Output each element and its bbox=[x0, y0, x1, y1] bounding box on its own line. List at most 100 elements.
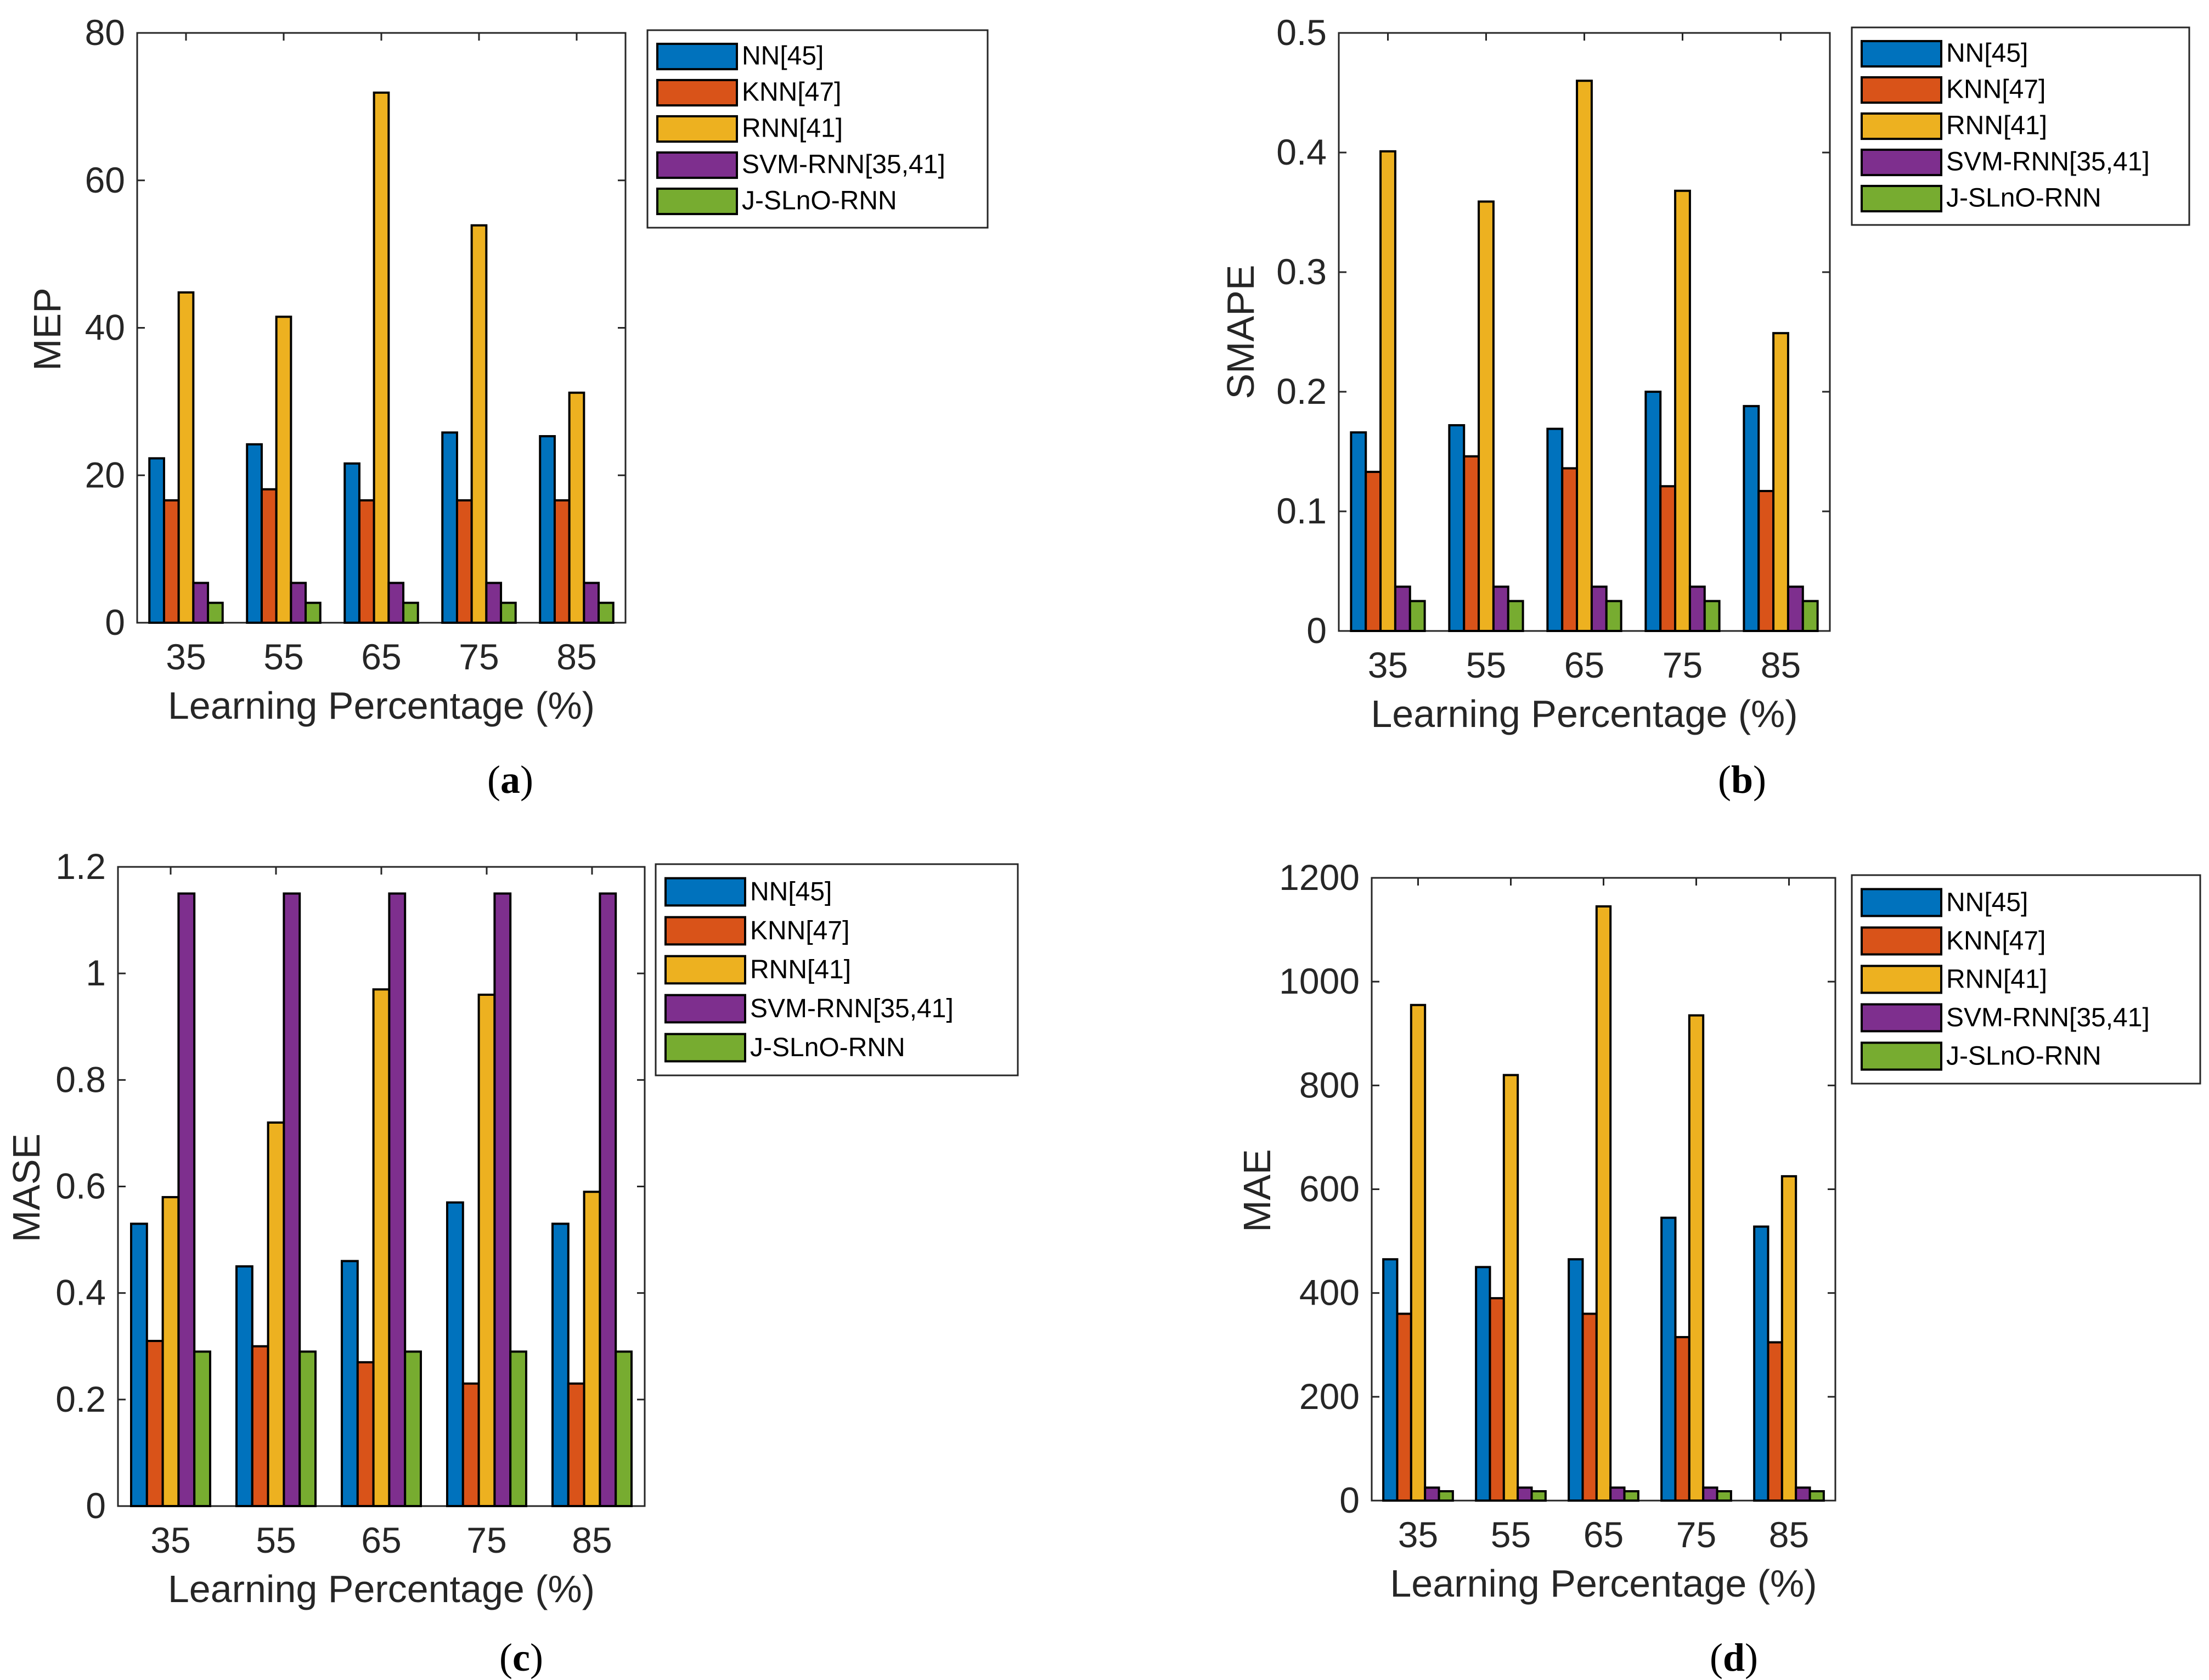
bar-b-75-SVM-RNN[35,41] bbox=[1688, 585, 1706, 632]
legend: NN[45] KNN[47] RNN[41] SVM-RNN[35,41] J-SLnO… bbox=[1851, 874, 2201, 1085]
x-axis-title: Learning Percentage (%) bbox=[168, 684, 595, 727]
bar-d-55-NN[45] bbox=[1475, 1266, 1491, 1502]
legend-swatch bbox=[1861, 1041, 1942, 1071]
x-axis-title: Learning Percentage (%) bbox=[1390, 1562, 1817, 1605]
bar-a-85-KNN[47] bbox=[553, 499, 571, 624]
bar-b-65-SVM-RNN[35,41] bbox=[1590, 585, 1608, 632]
legend-swatch bbox=[1861, 888, 1942, 917]
bar-c-55-SVM-RNN[35,41] bbox=[283, 892, 301, 1507]
bar-c-65-SVM-RNN[35,41] bbox=[388, 892, 407, 1507]
bar-d-55-J-SLnO-RNN bbox=[1530, 1490, 1547, 1502]
bar-c-35-SVM-RNN[35,41] bbox=[177, 892, 196, 1507]
bar-a-55-RNN[41] bbox=[275, 315, 292, 624]
bar-d-75-RNN[41] bbox=[1688, 1014, 1705, 1502]
y-tick-label: 20 bbox=[85, 454, 125, 495]
legend: NN[45] KNN[47] RNN[41] SVM-RNN[35,41] J-SLnO… bbox=[646, 29, 989, 229]
bar-c-35-RNN[41] bbox=[161, 1196, 180, 1508]
y-tick-label: 40 bbox=[85, 307, 125, 348]
x-tick-label: 75 bbox=[459, 636, 499, 677]
bar-a-75-SVM-RNN[35,41] bbox=[485, 582, 503, 624]
bar-d-65-SVM-RNN[35,41] bbox=[1609, 1486, 1626, 1502]
bar-a-75-RNN[41] bbox=[470, 224, 488, 624]
bar-d-85-KNN[47] bbox=[1767, 1341, 1783, 1502]
bar-a-55-NN[45] bbox=[246, 443, 263, 624]
legend-swatch bbox=[664, 955, 746, 985]
bar-d-75-KNN[47] bbox=[1674, 1336, 1690, 1502]
bar-c-65-J-SLnO-RNN bbox=[404, 1350, 422, 1507]
y-axis-title: MASE bbox=[5, 1134, 48, 1242]
bar-b-65-KNN[47] bbox=[1561, 467, 1579, 633]
panel-letter: c bbox=[512, 1636, 530, 1679]
bar-d-55-SVM-RNN[35,41] bbox=[1517, 1486, 1533, 1502]
bar-b-85-NN[45] bbox=[1743, 405, 1760, 632]
bar-a-65-SVM-RNN[35,41] bbox=[387, 582, 405, 624]
y-tick-label: 80 bbox=[85, 12, 125, 53]
bar-c-65-NN[45] bbox=[341, 1260, 359, 1508]
bar-b-65-RNN[41] bbox=[1576, 80, 1593, 632]
legend-swatch bbox=[1861, 1003, 1942, 1033]
bar-d-55-RNN[41] bbox=[1502, 1074, 1519, 1502]
legend-swatch bbox=[664, 916, 746, 946]
x-axis-title: Learning Percentage (%) bbox=[168, 1568, 595, 1610]
bar-c-75-RNN[41] bbox=[477, 994, 496, 1507]
panel-label-b: (b) bbox=[1718, 758, 1766, 802]
bar-b-85-SVM-RNN[35,41] bbox=[1787, 585, 1804, 632]
y-axis-title: SMAPE bbox=[1219, 264, 1262, 399]
bar-d-65-J-SLnO-RNN bbox=[1623, 1490, 1639, 1502]
bar-d-35-KNN[47] bbox=[1396, 1312, 1412, 1502]
x-tick-label: 85 bbox=[1761, 645, 1801, 685]
bar-d-75-J-SLnO-RNN bbox=[1716, 1490, 1732, 1502]
bar-a-35-RNN[41] bbox=[177, 291, 195, 624]
bar-a-35-J-SLnO-RNN bbox=[207, 601, 224, 624]
bar-a-75-J-SLnO-RNN bbox=[500, 601, 517, 624]
y-axis-title: MAE bbox=[1236, 1149, 1278, 1232]
x-tick-label: 55 bbox=[263, 636, 303, 677]
legend-label: KNN[47] bbox=[750, 916, 849, 945]
bar-d-35-NN[45] bbox=[1382, 1258, 1399, 1502]
legend-swatch bbox=[1861, 926, 1942, 956]
bar-b-85-KNN[47] bbox=[1757, 489, 1775, 632]
x-axis-title: Learning Percentage (%) bbox=[1371, 692, 1797, 735]
panel-label-a: (a) bbox=[487, 758, 533, 802]
x-tick-label: 55 bbox=[1491, 1514, 1531, 1555]
legend-label: J-SLnO-RNN bbox=[1946, 184, 2101, 213]
x-tick-label: 85 bbox=[1769, 1514, 1809, 1555]
x-tick-label: 55 bbox=[1466, 645, 1506, 685]
x-tick-label: 35 bbox=[166, 636, 206, 677]
y-tick-label: 60 bbox=[85, 160, 125, 200]
x-tick-label: 65 bbox=[1564, 645, 1604, 685]
y-tick-label: 0.4 bbox=[1276, 132, 1327, 172]
legend-label: J-SLnO-RNN bbox=[750, 1033, 905, 1062]
legend-label: SVM-RNN[35,41] bbox=[742, 150, 945, 179]
bar-a-65-J-SLnO-RNN bbox=[402, 601, 419, 624]
legend-swatch bbox=[1861, 184, 1942, 213]
bar-c-65-RNN[41] bbox=[372, 988, 391, 1507]
bar-a-55-J-SLnO-RNN bbox=[305, 601, 322, 624]
bar-b-35-RNN[41] bbox=[1379, 150, 1396, 632]
x-tick-label: 35 bbox=[1368, 645, 1408, 685]
bar-a-55-KNN[47] bbox=[260, 488, 278, 624]
y-tick-label: 0.8 bbox=[55, 1059, 106, 1100]
bar-d-85-NN[45] bbox=[1753, 1225, 1770, 1502]
bar-c-35-J-SLnO-RNN bbox=[193, 1350, 212, 1507]
legend-swatch bbox=[1861, 112, 1942, 140]
bar-c-85-J-SLnO-RNN bbox=[615, 1350, 633, 1507]
panel-label-c: (c) bbox=[499, 1636, 543, 1679]
bar-b-55-J-SLnO-RNN bbox=[1507, 600, 1524, 632]
x-tick-label: 75 bbox=[1676, 1514, 1716, 1555]
panel-letter: a bbox=[500, 758, 520, 802]
legend-swatch bbox=[1861, 76, 1942, 104]
x-tick-label: 85 bbox=[556, 636, 596, 677]
legend-label: RNN[41] bbox=[742, 114, 843, 143]
bar-a-85-J-SLnO-RNN bbox=[598, 601, 615, 624]
bar-d-35-SVM-RNN[35,41] bbox=[1424, 1486, 1440, 1502]
bar-a-55-SVM-RNN[35,41] bbox=[290, 582, 307, 624]
x-tick-label: 65 bbox=[1584, 1514, 1624, 1555]
bar-b-35-J-SLnO-RNN bbox=[1408, 600, 1426, 632]
y-tick-label: 800 bbox=[1299, 1064, 1360, 1105]
panel-letter: d bbox=[1723, 1636, 1745, 1679]
bar-d-55-KNN[47] bbox=[1489, 1297, 1505, 1502]
bar-c-75-J-SLnO-RNN bbox=[509, 1350, 528, 1507]
bar-b-55-KNN[47] bbox=[1463, 455, 1480, 632]
bar-c-85-SVM-RNN[35,41] bbox=[599, 892, 617, 1507]
